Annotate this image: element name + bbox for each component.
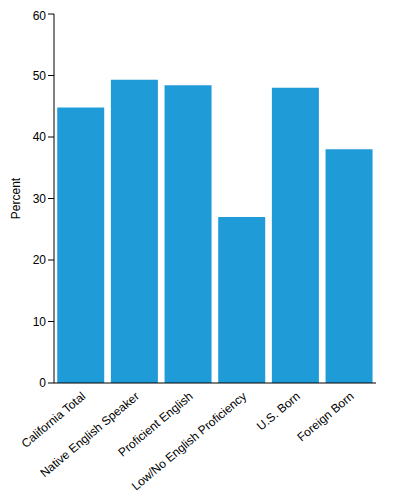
svg-text:Low/No English Proficiency: Low/No English Proficiency (129, 389, 249, 493)
svg-text:California Total: California Total (18, 389, 89, 451)
svg-text:20: 20 (33, 253, 47, 267)
svg-text:Native English Speaker: Native English Speaker (37, 389, 142, 480)
svg-text:50: 50 (33, 69, 47, 83)
svg-text:30: 30 (33, 192, 47, 206)
svg-text:U.S. Born: U.S. Born (254, 389, 303, 433)
svg-text:Proficient English: Proficient English (115, 389, 196, 460)
svg-text:10: 10 (33, 315, 47, 329)
svg-text:Percent: Percent (9, 177, 23, 219)
svg-text:0: 0 (39, 376, 46, 390)
svg-text:40: 40 (33, 130, 47, 144)
svg-text:60: 60 (33, 9, 47, 23)
svg-text:Foreign Born: Foreign Born (294, 389, 356, 444)
